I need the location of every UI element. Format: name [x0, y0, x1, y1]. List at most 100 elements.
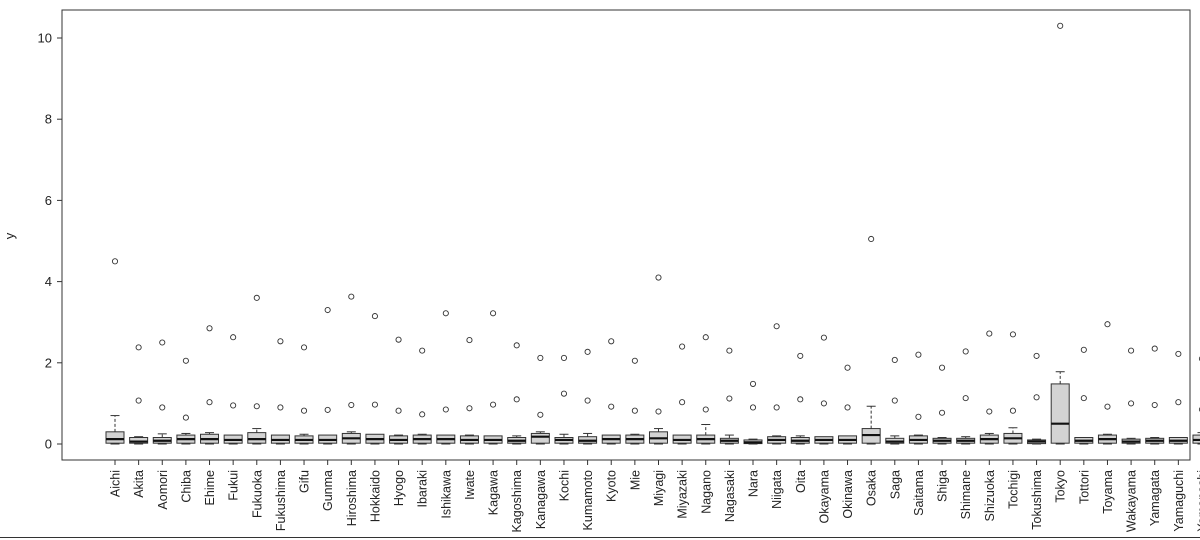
box-chiba: [176, 357, 196, 445]
outlier-point: [702, 406, 709, 413]
outlier-point: [253, 403, 260, 410]
outlier-point: [537, 411, 544, 418]
x-tick-label: Tokyo: [1054, 470, 1068, 503]
outlier-point: [135, 397, 142, 404]
outlier-point: [584, 397, 591, 404]
outlier-point: [868, 235, 875, 243]
outlier-point: [726, 347, 733, 354]
x-tick-label: Nagasaki: [723, 470, 737, 522]
box-osaka: [861, 235, 881, 445]
outlier-point: [608, 338, 615, 345]
outlier-point: [537, 354, 544, 361]
box-kagawa: [483, 310, 503, 445]
x-tick-label: Fukui: [227, 470, 241, 501]
x-tick-label: Gifu: [298, 470, 312, 493]
x-tick-label: Akita: [132, 470, 146, 498]
y-tick-label: 8: [45, 112, 52, 127]
box-gunma: [318, 306, 338, 445]
outlier-point: [300, 344, 308, 351]
outlier-point: [1198, 356, 1200, 362]
outlier-point: [395, 407, 402, 414]
outlier-point: [513, 342, 520, 349]
outlier-point: [797, 352, 804, 359]
outlier-point: [466, 405, 473, 412]
outlier-point: [679, 343, 686, 350]
iqr-box: [129, 437, 149, 444]
box-shiga: [932, 364, 952, 445]
outlier-point: [1104, 403, 1111, 410]
x-tick-label: Hokkaido: [368, 470, 382, 522]
outlier-point: [1080, 395, 1087, 402]
box-wakayama: [1121, 347, 1141, 445]
outlier-point: [844, 404, 851, 411]
y-tick-label: 4: [45, 274, 52, 289]
outlier-point: [608, 403, 615, 410]
x-tick-label: Aomori: [156, 470, 170, 510]
outlier-point: [749, 380, 757, 387]
outlier-point: [442, 406, 449, 413]
y-axis-title: y: [2, 232, 17, 239]
x-tick-label: Kagawa: [487, 470, 501, 515]
x-tick-label: Tochigi: [1006, 470, 1020, 509]
x-tick-label: Yamanashi: [1195, 470, 1200, 532]
outlier-point: [773, 404, 780, 411]
x-tick-label: Niigata: [770, 470, 784, 509]
outlier-point: [466, 337, 473, 344]
outlier-point: [230, 402, 237, 409]
outlier-point: [348, 293, 355, 300]
outlier-point: [490, 310, 497, 317]
x-tick-label: Fukuoka: [250, 470, 264, 518]
outlier-point: [1033, 352, 1040, 359]
x-tick-label: Hiroshima: [345, 470, 359, 526]
boxes-group: [105, 22, 1200, 445]
outlier-point: [962, 395, 969, 402]
box-akita: [129, 344, 149, 445]
outlier-point: [962, 348, 969, 355]
box-fukui: [223, 334, 243, 445]
x-tick-label: Chiba: [179, 470, 193, 503]
box-okayama: [814, 334, 834, 445]
x-tick-label: Ishikawa: [439, 470, 453, 519]
iqr-box: [1050, 383, 1070, 444]
x-tick-label: Nara: [747, 470, 761, 497]
box-oita: [790, 352, 810, 445]
outlier-point: [655, 408, 662, 415]
outlier-point: [986, 408, 993, 415]
outlier-point: [111, 258, 119, 265]
box-saitama: [908, 351, 928, 445]
iqr-box: [247, 432, 267, 444]
box-aichi: [105, 258, 125, 445]
x-tick-label: Fukushima: [274, 470, 288, 531]
outlier-point: [560, 390, 568, 397]
outlier-point: [159, 339, 166, 346]
box-iwate: [459, 337, 479, 445]
outlier-point: [891, 397, 898, 404]
box-tokyo: [1050, 22, 1070, 445]
outlier-point: [135, 344, 142, 351]
x-tick-label: Kumamoto: [581, 470, 595, 530]
outlier-point: [844, 364, 851, 371]
x-tick-label: Gunma: [321, 470, 335, 511]
x-tick-label: Toyama: [1101, 470, 1115, 514]
outlier-point: [159, 404, 166, 411]
x-axis-labels: Aichi Akita Aomori Chiba Ehime Fukui Fukuoka Fu…: [109, 460, 1200, 533]
outlier-point: [986, 330, 993, 337]
x-tick-label: Ibaraki: [416, 470, 430, 508]
box-tottori: [1074, 346, 1094, 445]
x-tick-label: Tottori: [1077, 470, 1091, 504]
outlier-point: [395, 336, 402, 343]
outlier-point: [1128, 347, 1135, 354]
outlier-point: [939, 364, 946, 371]
outlier-point: [1198, 407, 1200, 412]
box-shimane: [956, 348, 976, 445]
outlier-point: [1151, 401, 1158, 409]
x-tick-label: Oita: [794, 470, 808, 493]
outlier-point: [820, 334, 827, 341]
x-tick-label: Kochi: [557, 470, 571, 501]
box-hiroshima: [341, 293, 361, 445]
box-kyoto: [601, 338, 621, 445]
x-tick-label: Miyagi: [652, 470, 666, 506]
outlier-point: [773, 323, 780, 330]
outlier-point: [277, 338, 284, 345]
